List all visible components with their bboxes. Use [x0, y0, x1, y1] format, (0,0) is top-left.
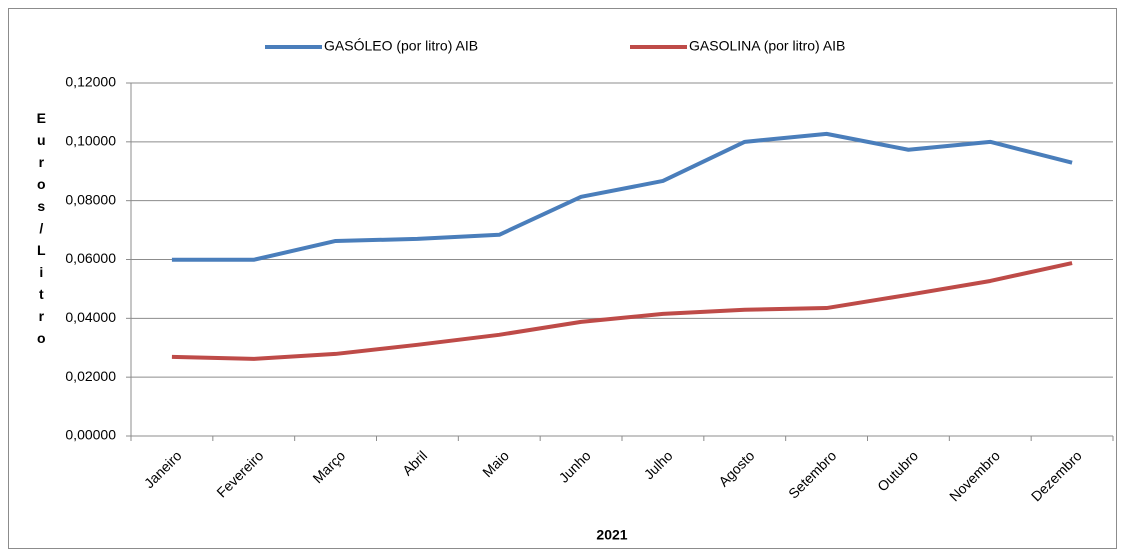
legend-label: GASÓLEO (por litro) AIB: [324, 38, 478, 54]
y-tick-label: 0,04000: [65, 309, 116, 325]
y-axis-label: Euros/Litro: [33, 110, 49, 352]
y-tick-label: 0,06000: [65, 250, 116, 266]
legend-label: GASOLINA (por litro) AIB: [689, 38, 845, 54]
chart-border: [8, 8, 1117, 549]
y-tick-label: 0,00000: [65, 427, 116, 443]
y-tick-label: 0,08000: [65, 191, 116, 207]
x-axis-label: 2021: [596, 527, 627, 543]
y-tick-label: 0,02000: [65, 368, 116, 384]
y-tick-label: 0,12000: [65, 74, 116, 90]
series-line: [171, 131, 1073, 262]
series-line: [171, 261, 1073, 361]
y-tick-label: 0,10000: [65, 133, 116, 149]
